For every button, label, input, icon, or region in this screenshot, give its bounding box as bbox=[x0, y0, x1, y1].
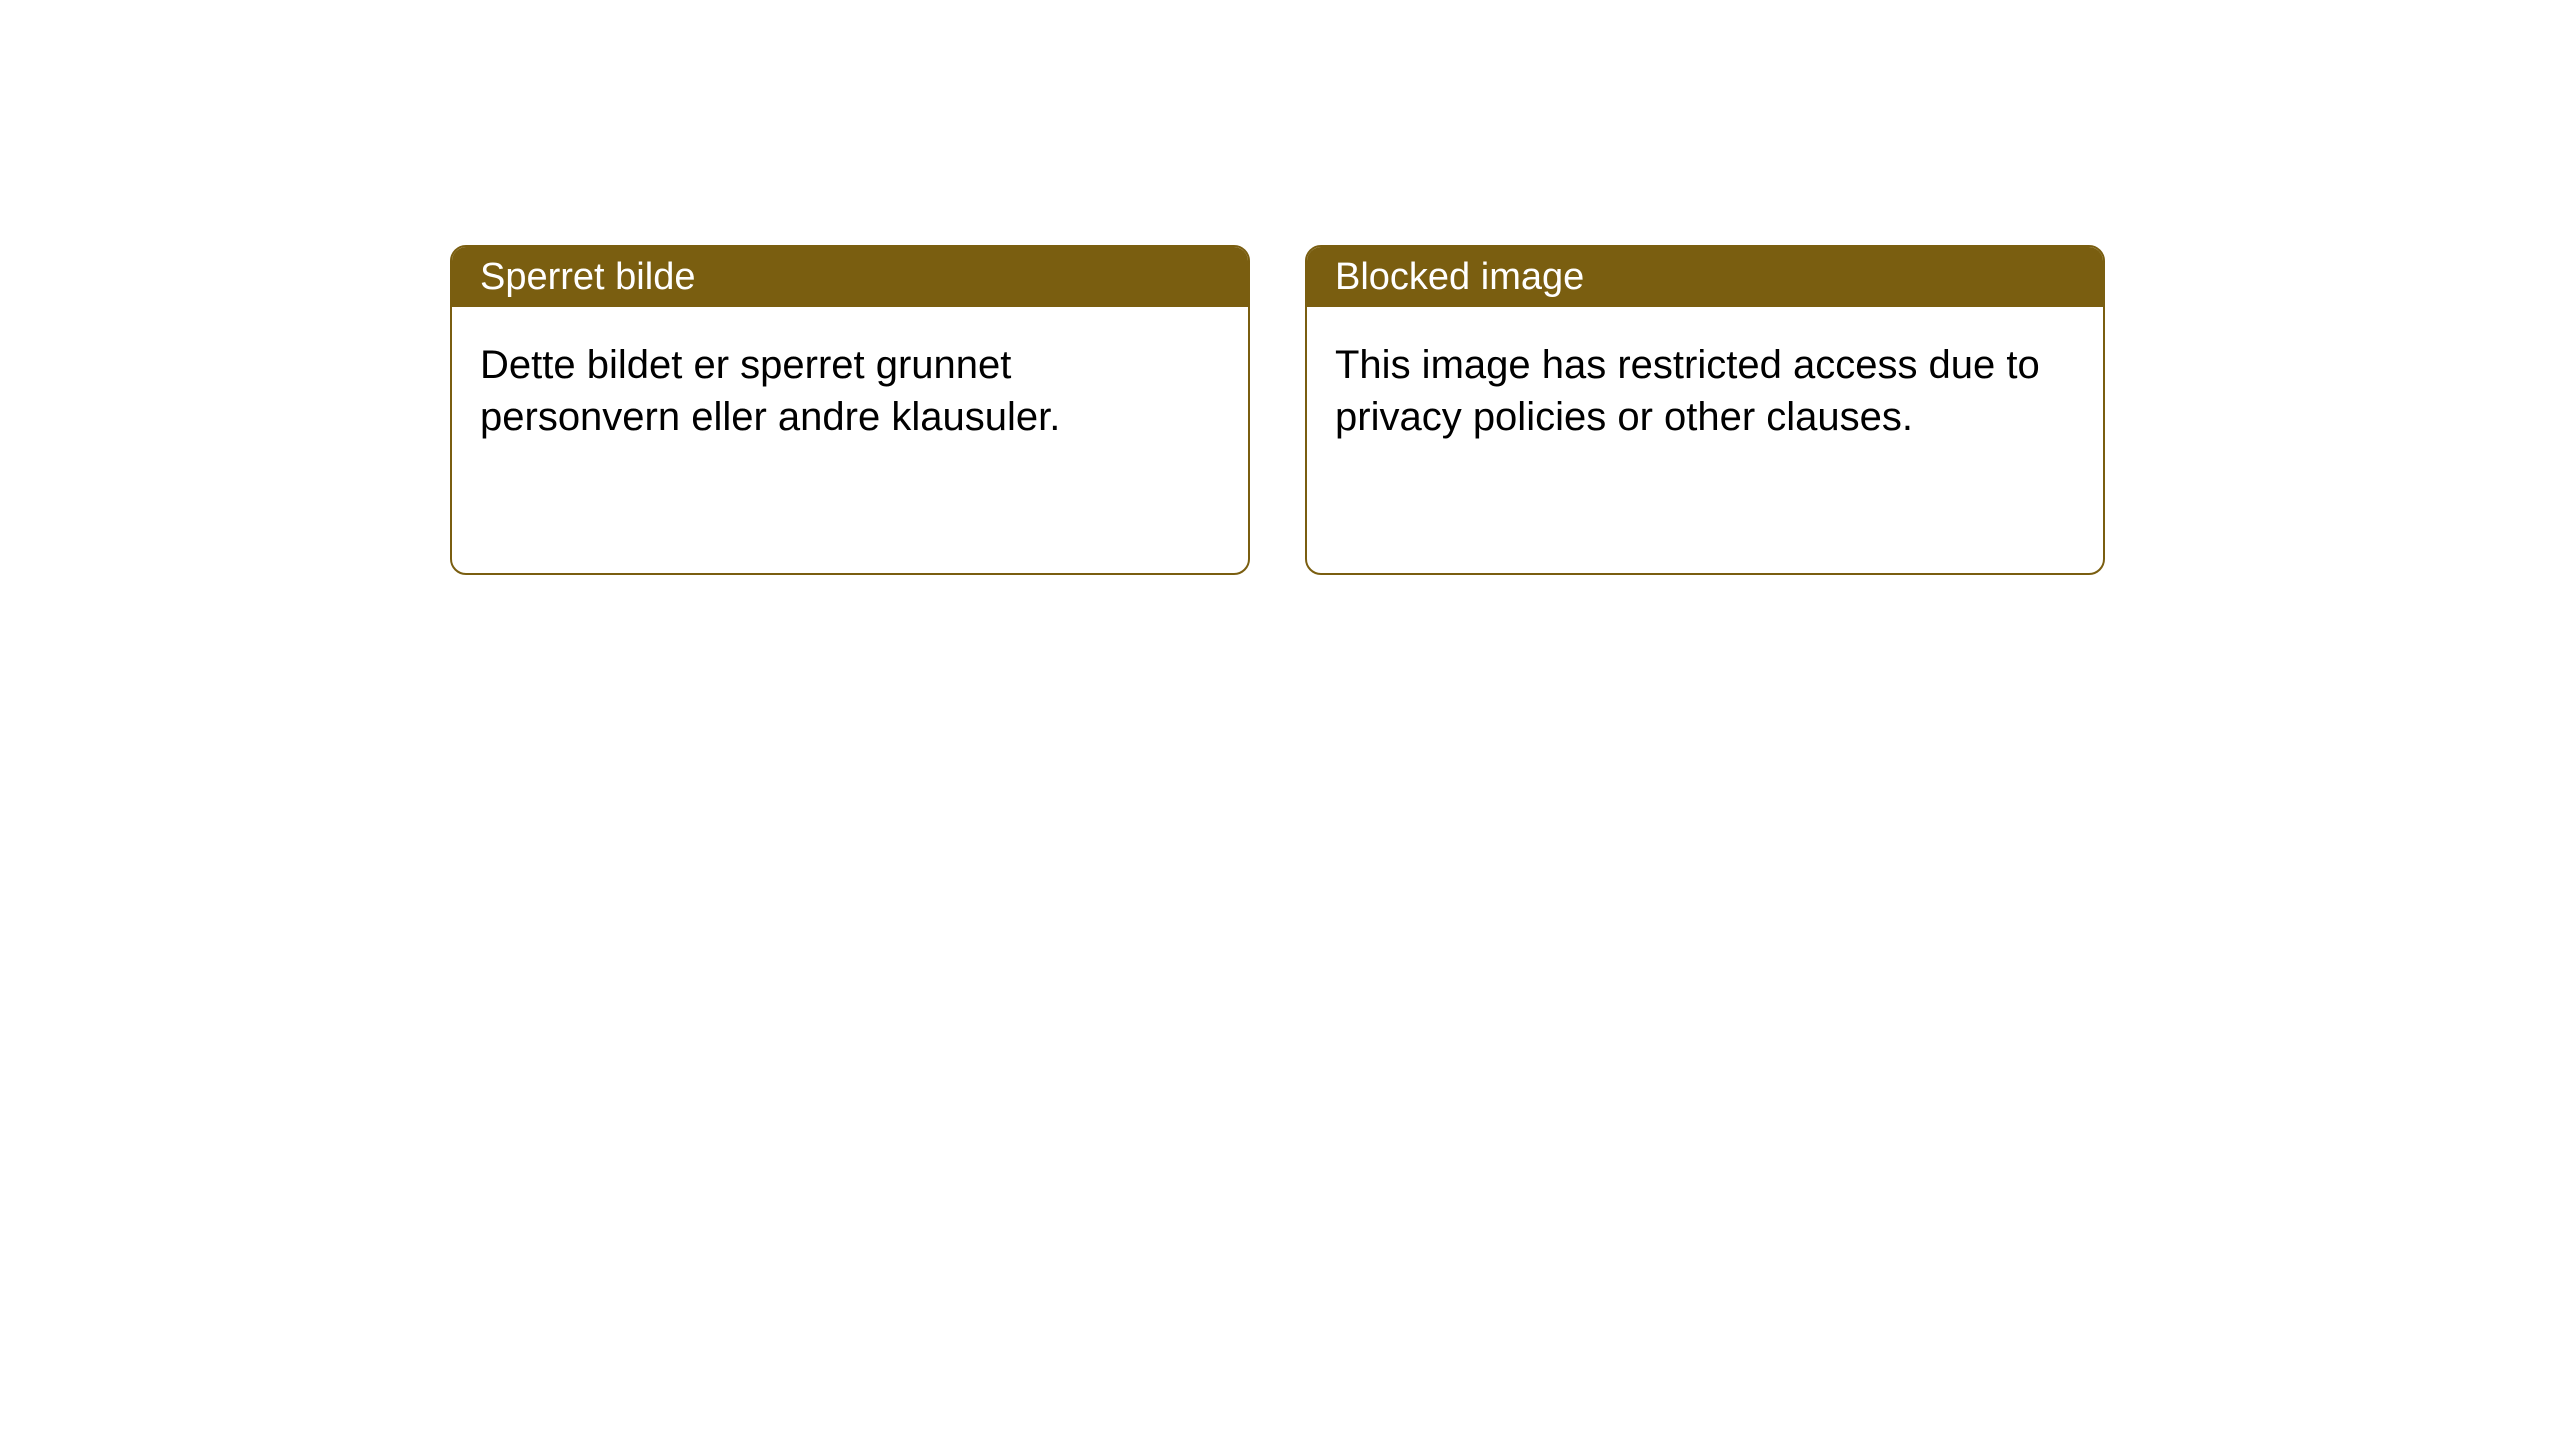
card-header: Blocked image bbox=[1307, 247, 2103, 307]
card-header: Sperret bilde bbox=[452, 247, 1248, 307]
card-title: Sperret bilde bbox=[480, 256, 695, 299]
notice-cards-container: Sperret bilde Dette bildet er sperret gr… bbox=[450, 245, 2560, 575]
notice-card-norwegian: Sperret bilde Dette bildet er sperret gr… bbox=[450, 245, 1250, 575]
notice-card-english: Blocked image This image has restricted … bbox=[1305, 245, 2105, 575]
card-title: Blocked image bbox=[1335, 256, 1584, 299]
card-body-text: Dette bildet er sperret grunnet personve… bbox=[480, 343, 1060, 439]
card-body: Dette bildet er sperret grunnet personve… bbox=[452, 307, 1248, 475]
card-body: This image has restricted access due to … bbox=[1307, 307, 2103, 475]
card-body-text: This image has restricted access due to … bbox=[1335, 343, 2040, 439]
